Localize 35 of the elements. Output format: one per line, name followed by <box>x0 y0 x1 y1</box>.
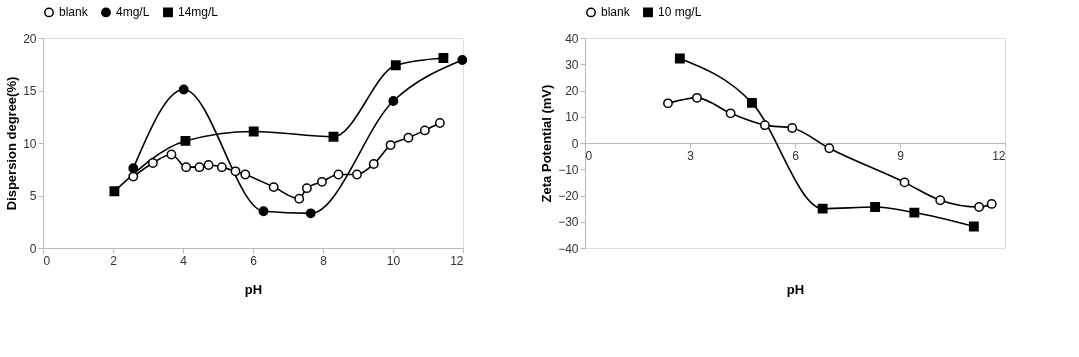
x-tick-label: 10 <box>386 253 401 268</box>
legend-label: 14mg/L <box>178 5 219 20</box>
x-tick-label: 0 <box>585 148 593 163</box>
y-tick-label: −20 <box>558 189 579 203</box>
x-tick-label: 6 <box>792 148 800 163</box>
y-tick-label: −40 <box>558 241 579 256</box>
y-axis-title: Dispersion degree(%) <box>4 76 20 211</box>
y-axis-title: Zeta Potential (mV) <box>539 84 555 203</box>
y-tick-label: −30 <box>558 215 579 230</box>
x-tick-label: 12 <box>992 148 1006 163</box>
y-tick-label: 20 <box>23 31 37 46</box>
y-tick-label: 5 <box>29 189 37 203</box>
x-tick-label: 2 <box>110 253 118 268</box>
y-tick-label: 0 <box>571 136 579 151</box>
y-tick-label: 10 <box>23 136 37 151</box>
legend-label: blank <box>59 5 89 20</box>
y-tick-label: 30 <box>565 57 579 72</box>
x-tick-label: 3 <box>687 148 695 163</box>
y-tick-label: 10 <box>565 110 579 125</box>
x-tick-label: 9 <box>897 148 905 163</box>
y-tick-label: 15 <box>23 84 37 98</box>
x-axis-title: pH <box>244 281 263 297</box>
x-tick-label: 4 <box>180 253 188 268</box>
y-tick-label: 20 <box>565 84 579 98</box>
x-tick-label: 0 <box>43 253 51 268</box>
x-axis-title: pH <box>786 281 805 297</box>
x-tick-label: 6 <box>250 253 258 268</box>
x-tick-label: 8 <box>320 253 328 268</box>
y-tick-label: −10 <box>558 162 579 177</box>
y-tick-label: 40 <box>565 31 579 46</box>
legend-label: 4mg/L <box>116 5 150 20</box>
y-tick-label: 0 <box>29 241 37 256</box>
x-tick-label: 12 <box>450 253 464 268</box>
legend-label: blank <box>601 5 631 20</box>
legend-label: 10 mg/L <box>658 5 702 20</box>
